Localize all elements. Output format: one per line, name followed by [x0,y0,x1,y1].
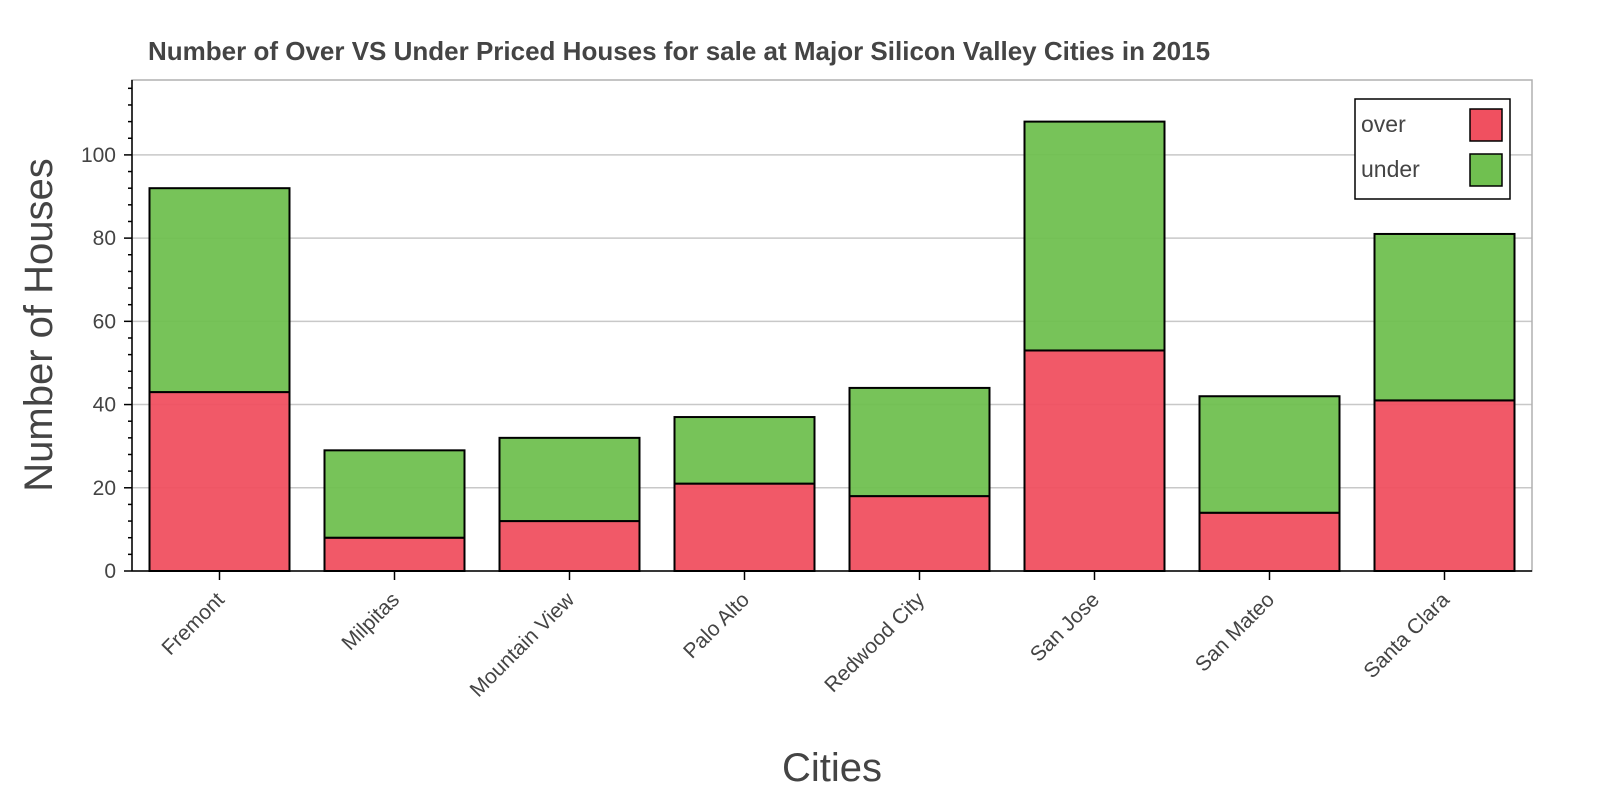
bar-under-milpitas [323,449,466,539]
bar-over-san-mateo [1198,511,1341,573]
bar-under-redwood-city [848,386,991,498]
bar-under-mountain-view [498,436,641,523]
bar-over-palo-alto [673,482,816,573]
bar-under-fremont [148,187,291,394]
bar-under-san-mateo [1198,395,1341,514]
y-tick-label: 60 [93,310,116,333]
x-tick-label: Palo Alto [679,588,754,663]
bar-under-santa-clara [1373,232,1516,402]
legend-label-over: over [1361,111,1406,137]
y-tick-label: 40 [93,394,116,417]
chart-title: Number of Over VS Under Priced Houses fo… [148,36,1210,66]
y-axis: 0 20 40 60 80 100 [81,80,133,583]
y-tick-label: 100 [81,144,116,167]
y-tick-label: 0 [104,560,116,583]
x-axis-label: Cities [782,746,882,790]
x-tick-label: Redwood City [820,588,929,697]
legend-label-under: under [1361,156,1420,182]
x-tick-label: Fremont [157,588,229,660]
x-tick-label: San Mateo [1191,588,1279,676]
bar-under-san-jose [1023,120,1166,352]
x-axis: Fremont Milpitas Mountain View Palo Alto Red… [132,570,1532,702]
bar-over-fremont [148,391,291,572]
legend-swatch-over [1469,108,1503,142]
y-tick-label: 20 [93,477,116,500]
y-axis-label: Number of Houses [17,158,61,491]
x-tick-label: Mountain View [466,588,580,702]
legend-swatch-under [1469,153,1503,187]
y-tick-label: 80 [93,227,116,250]
bars [148,120,1516,573]
legend: over under [1354,98,1511,200]
x-tick-label: Milpitas [337,588,404,655]
bar-over-redwood-city [848,495,991,572]
bar-over-milpitas [323,536,466,572]
bar-over-santa-clara [1373,399,1516,573]
bar-over-san-jose [1023,349,1166,572]
bar-over-mountain-view [498,520,641,573]
bar-under-palo-alto [673,416,816,485]
x-tick-label: Santa Clara [1359,588,1454,683]
x-tick-label: San Jose [1026,588,1104,666]
